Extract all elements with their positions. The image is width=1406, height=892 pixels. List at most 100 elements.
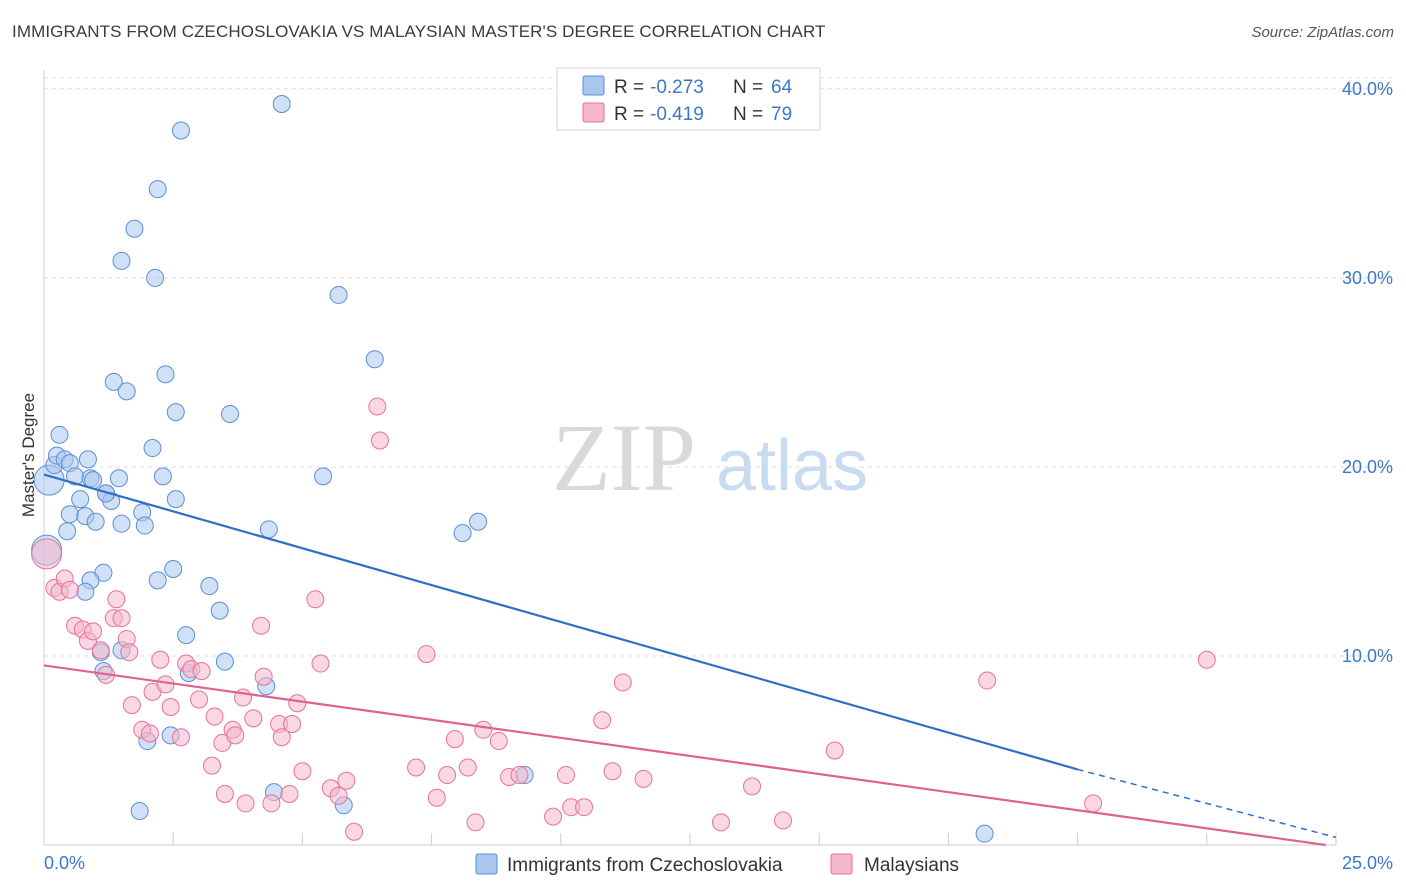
grid-lines	[44, 77, 1396, 657]
y-tick-label-0: 10.0%	[1342, 646, 1393, 666]
point-czechoslovakia-52	[365, 350, 384, 369]
point-czechoslovakia-37	[153, 467, 172, 486]
point-malaysians-56	[427, 788, 446, 807]
point-malaysians-57	[438, 766, 457, 785]
series-swatch-malaysians	[830, 853, 853, 875]
point-czechoslovakia-61	[975, 824, 994, 843]
point-malaysians-58	[445, 730, 464, 749]
point-czechoslovakia-7	[71, 490, 90, 509]
y-tick-label-2: 30.0%	[1342, 268, 1393, 288]
point-malaysians-78	[1197, 650, 1216, 669]
point-malaysians-13	[112, 609, 131, 628]
point-czechoslovakia-14	[86, 512, 105, 531]
point-malaysians-72	[634, 769, 653, 788]
point-malaysians-36	[244, 709, 263, 728]
x-tick-label-1: 25.0%	[1342, 853, 1393, 873]
point-czechoslovakia-39	[148, 571, 167, 590]
point-czechoslovakia-11	[78, 450, 97, 469]
point-malaysians-64	[510, 766, 529, 785]
point-malaysians-26	[190, 690, 209, 709]
point-malaysians-16	[122, 696, 141, 715]
point-malaysians-18	[140, 724, 159, 743]
y-tick-label-1: 20.0%	[1342, 457, 1393, 477]
point-malaysians-0	[31, 538, 63, 570]
point-malaysians-41	[272, 728, 291, 747]
watermark-zip: ZIP	[552, 404, 696, 511]
point-malaysians-35	[236, 794, 255, 813]
point-czechoslovakia-24	[76, 582, 95, 601]
point-malaysians-70	[603, 762, 622, 781]
series-name-czechoslovakia: Immigrants from Czechoslovakia	[507, 855, 783, 876]
point-malaysians-23	[171, 728, 190, 747]
point-malaysians-33	[226, 726, 245, 745]
point-czechoslovakia-32	[148, 180, 167, 199]
y-tick-label-3: 40.0%	[1342, 79, 1393, 99]
legend-r-label-2: R =	[614, 104, 644, 125]
point-malaysians-38	[252, 616, 271, 635]
point-malaysians-50	[337, 771, 356, 790]
point-czechoslovakia-3	[50, 425, 69, 444]
point-malaysians-12	[107, 590, 126, 609]
point-malaysians-66	[556, 766, 575, 785]
legend-r-value-2: -0.419	[650, 104, 704, 125]
point-malaysians-53	[370, 431, 389, 450]
legend-n-value-1: 64	[771, 77, 793, 98]
point-czechoslovakia-63	[97, 484, 116, 503]
point-malaysians-59	[458, 758, 477, 777]
point-malaysians-31	[215, 784, 234, 803]
point-malaysians-74	[743, 777, 762, 796]
legend-swatch-pink	[582, 102, 605, 123]
point-czechoslovakia-57	[130, 801, 149, 820]
point-czechoslovakia-35	[166, 403, 185, 422]
point-malaysians-22	[161, 698, 180, 717]
point-czechoslovakia-17	[109, 469, 128, 488]
data-points	[31, 95, 1216, 843]
series-swatch-czechoslovakia	[475, 853, 498, 875]
point-malaysians-8	[84, 622, 103, 641]
point-czechoslovakia-44	[210, 601, 229, 620]
legend-n-label-1: N =	[733, 77, 763, 98]
point-czechoslovakia-43	[200, 577, 219, 596]
point-malaysians-71	[613, 673, 632, 692]
point-malaysians-46	[306, 590, 325, 609]
point-malaysians-42	[280, 784, 299, 803]
series-name-malaysians: Malaysians	[864, 855, 959, 876]
point-malaysians-47	[311, 654, 330, 673]
point-czechoslovakia-34	[156, 365, 175, 384]
series-legend: Immigrants from Czechoslovakia Malaysian…	[475, 853, 959, 876]
correlation-legend: R = -0.273 N = 64 R = -0.419 N = 79	[556, 67, 821, 131]
point-czechoslovakia-33	[171, 121, 190, 140]
point-czechoslovakia-54	[469, 512, 488, 531]
point-malaysians-39	[262, 794, 281, 813]
legend-swatch-blue	[582, 75, 605, 96]
point-malaysians-27	[192, 662, 211, 681]
point-malaysians-45	[293, 762, 312, 781]
point-czechoslovakia-49	[272, 95, 291, 114]
point-malaysians-20	[151, 650, 170, 669]
point-malaysians-52	[368, 397, 387, 416]
point-czechoslovakia-31	[146, 268, 165, 287]
trend-line-czechoslovakia-extension	[1077, 768, 1337, 839]
point-czechoslovakia-28	[117, 382, 136, 401]
point-malaysians-73	[712, 813, 731, 832]
chart-title: IMMIGRANTS FROM CZECHOSLOVAKIA VS MALAYS…	[12, 22, 826, 41]
point-malaysians-49	[329, 786, 348, 805]
point-czechoslovakia-51	[329, 285, 348, 304]
point-czechoslovakia-47	[259, 520, 278, 539]
x-tick-label-0: 0.0%	[44, 853, 85, 873]
point-czechoslovakia-41	[177, 626, 196, 645]
y-axis-label: Master's Degree	[19, 393, 38, 517]
point-malaysians-55	[417, 645, 436, 664]
point-czechoslovakia-53	[453, 524, 472, 543]
point-czechoslovakia-8	[60, 505, 79, 524]
x-tick-labels: 0.0% 25.0%	[44, 853, 1393, 873]
point-czechoslovakia-29	[112, 251, 131, 270]
point-malaysians-54	[407, 758, 426, 777]
point-malaysians-62	[489, 732, 508, 751]
trend-line-czechoslovakia	[43, 473, 1078, 771]
axes	[43, 70, 1337, 846]
point-malaysians-77	[978, 671, 997, 690]
point-czechoslovakia-50	[314, 467, 333, 486]
point-malaysians-65	[544, 807, 563, 826]
